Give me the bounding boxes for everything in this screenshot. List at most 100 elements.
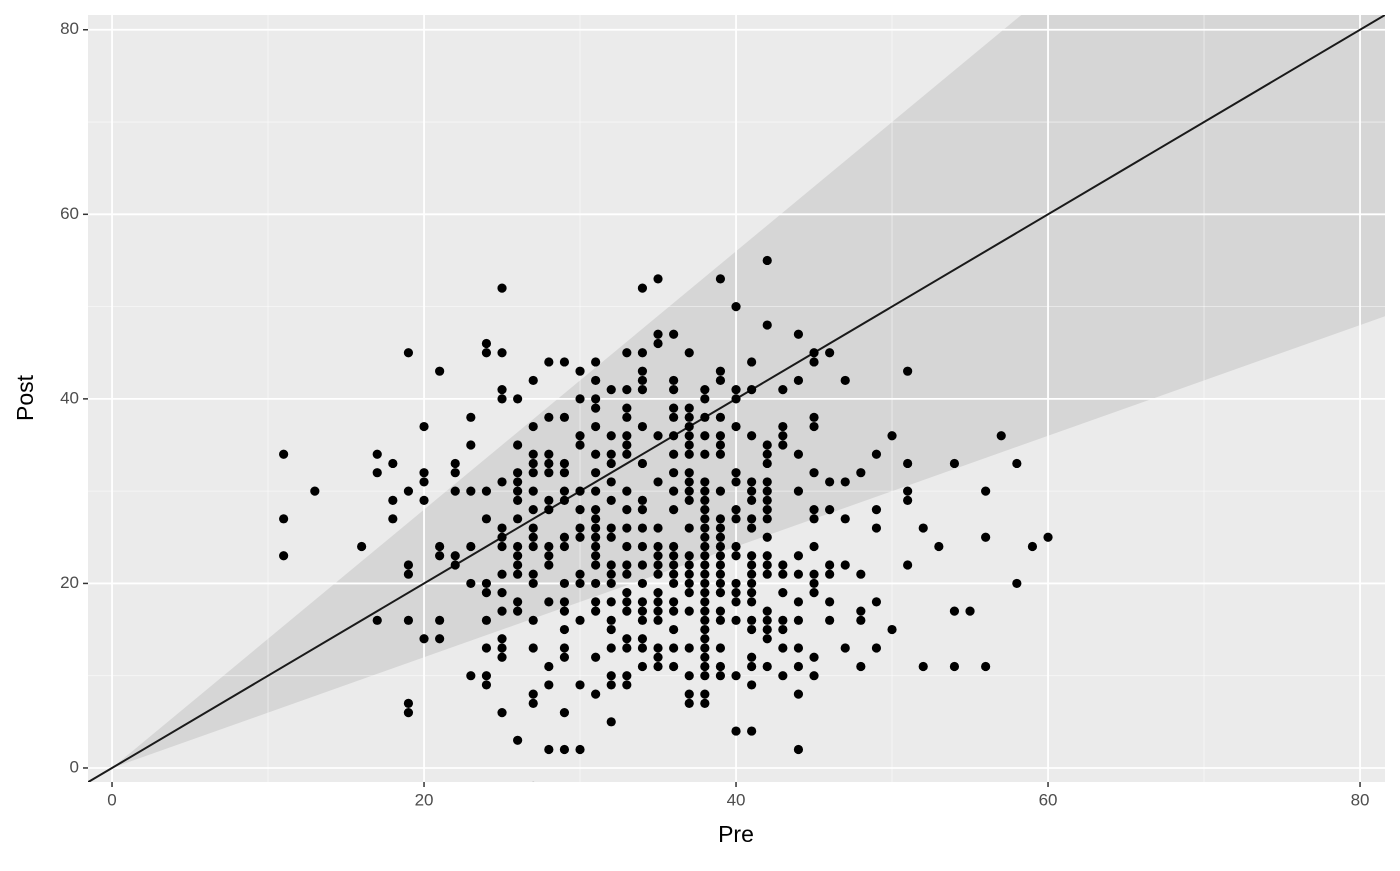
point [419,468,429,478]
y-tick-label: 60 [60,204,79,223]
point [310,486,320,496]
point [700,597,710,607]
point [622,385,632,395]
point [731,468,741,478]
x-tick-label: 60 [1039,790,1058,809]
point [497,606,507,616]
point [403,348,414,358]
point [700,588,710,598]
point [497,385,507,395]
point [700,477,710,487]
point [622,431,632,441]
point [669,449,679,459]
point [653,551,663,561]
point [700,385,710,395]
point [513,495,523,505]
point [637,366,648,376]
point [466,412,476,422]
point [637,421,648,432]
point [809,421,819,432]
point [528,615,538,625]
point [715,366,726,376]
point [700,569,710,579]
point [606,569,616,579]
point [637,523,648,533]
point [591,449,601,459]
point [528,541,538,552]
point [856,615,866,625]
point [637,283,648,293]
point [778,569,788,579]
point [747,514,757,524]
point [497,569,507,579]
point [793,689,804,699]
point [918,523,928,533]
point [575,578,585,589]
point [653,588,663,598]
point [684,348,694,358]
point [497,283,507,293]
point [591,523,601,533]
point [856,468,866,478]
point [715,643,726,653]
point [653,661,663,672]
point [700,578,710,589]
point [715,523,726,533]
point [825,569,835,579]
point [653,431,663,441]
point [481,338,492,349]
point [747,588,757,598]
point [513,606,523,616]
point [747,726,757,736]
point [762,255,772,266]
point [622,643,632,653]
point [372,468,382,478]
point [778,643,788,653]
point [856,606,866,616]
point [684,412,694,422]
point [809,569,819,579]
point [435,366,445,376]
point [591,486,601,496]
point [715,440,726,450]
point [684,495,694,505]
point [778,385,788,395]
point [497,532,507,542]
point [637,634,648,644]
point [513,468,523,478]
point [903,560,913,570]
point [403,486,414,496]
point [559,578,570,589]
point [700,551,710,561]
point [715,541,726,552]
point [606,578,616,589]
point [981,661,991,672]
point [762,661,772,672]
point [528,486,538,496]
point [637,505,648,515]
point [497,634,507,644]
point [669,486,679,496]
point [762,514,772,524]
point [669,643,679,653]
point [591,468,601,478]
point [700,495,710,505]
point [497,588,507,598]
point [466,486,476,496]
point [747,495,757,505]
point [591,652,601,662]
point [825,348,835,358]
point [715,671,726,681]
point [747,624,757,635]
point [637,348,648,358]
point [840,514,850,524]
point [544,505,554,515]
point [606,449,616,459]
point [622,403,632,413]
point [700,486,710,496]
point [528,569,538,579]
point [747,680,757,690]
point [559,486,570,496]
point [778,671,788,681]
point [887,624,897,635]
